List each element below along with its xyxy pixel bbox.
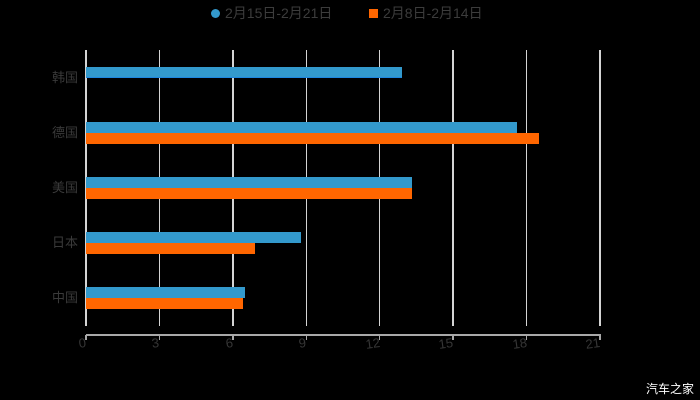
gridline: [525, 50, 528, 326]
x-axis-tick: [305, 335, 308, 340]
category-label: 韩国: [51, 69, 78, 85]
bar-series-b[interactable]: [86, 188, 412, 199]
legend-marker-series-b-icon[interactable]: [369, 9, 378, 18]
bar-series-a[interactable]: [86, 177, 412, 188]
x-tick-label: 9: [297, 335, 308, 351]
x-tick-label: 18: [511, 335, 528, 352]
x-tick-label: 3: [151, 335, 161, 351]
bar-series-a[interactable]: [86, 287, 246, 299]
x-tick-label: 0: [77, 335, 87, 351]
x-tick-label: 6: [224, 335, 234, 351]
x-axis-tick: [85, 335, 87, 340]
bar-series-a[interactable]: [86, 121, 517, 133]
x-axis-tick: [452, 335, 454, 340]
x-axis-tick: [525, 335, 528, 340]
category-label: 美国: [51, 180, 78, 195]
legend-label-series-a[interactable]: 2月15日-2月21日: [225, 5, 333, 21]
category-label: 中国: [51, 290, 78, 306]
category-label: 德国: [51, 124, 78, 140]
bar-series-b[interactable]: [86, 243, 255, 255]
bar-series-b[interactable]: [86, 132, 539, 144]
x-tick-label: 12: [364, 335, 381, 352]
x-axis-line: [86, 334, 601, 336]
x-axis-tick: [378, 335, 381, 340]
bar-series-a[interactable]: [86, 66, 402, 78]
legend-marker-series-a-icon[interactable]: [211, 9, 220, 18]
x-axis-tick: [599, 335, 601, 340]
x-tick-label: 21: [584, 335, 601, 352]
category-label: 日本: [51, 235, 78, 251]
bar-series-b[interactable]: [86, 298, 243, 310]
gridline: [599, 50, 601, 326]
bar-series-a[interactable]: [86, 232, 302, 244]
x-tick-label: 15: [437, 335, 455, 352]
x-axis-tick: [232, 335, 234, 340]
watermark-logo: 汽车之家: [646, 382, 695, 396]
x-axis-tick: [158, 335, 161, 340]
legend-label-series-b[interactable]: 2月8日-2月14日: [383, 5, 483, 21]
gridline: [452, 50, 454, 326]
